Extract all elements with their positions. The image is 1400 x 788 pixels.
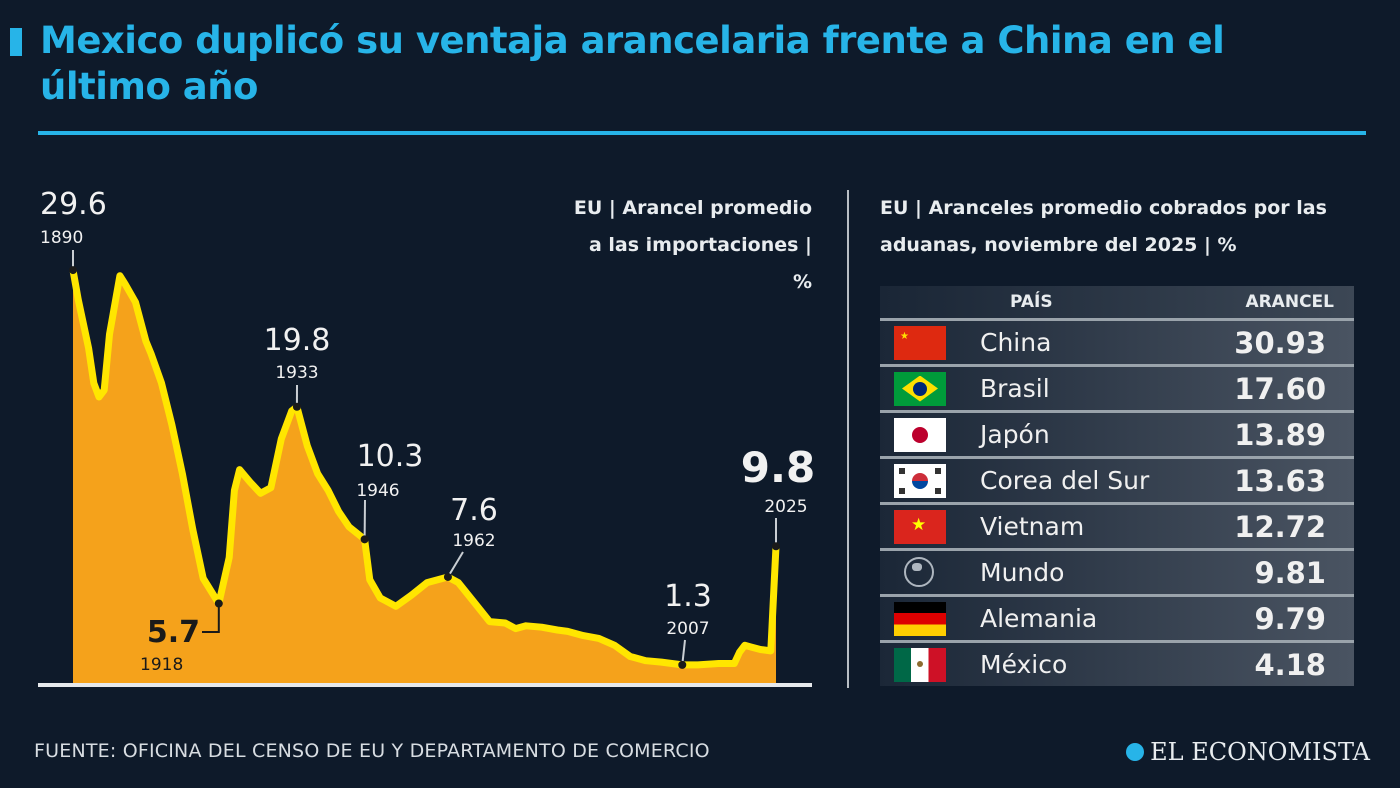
mexico-flag — [894, 647, 946, 682]
tariff-value: 12.72 — [1234, 509, 1326, 544]
annotation-point — [360, 535, 369, 544]
country-name: Japón — [980, 420, 1050, 449]
annotation-point — [292, 402, 301, 411]
china-flag: ★ — [894, 325, 946, 360]
table-row: México 4.18 — [880, 643, 1354, 686]
title-divider — [38, 131, 1366, 135]
annotation-year: 1933 — [275, 363, 318, 383]
annotation-point — [214, 599, 223, 608]
publisher-logo: EL ECONOMISTA — [1126, 738, 1370, 766]
tariff-value: 4.18 — [1254, 647, 1326, 682]
japan-flag — [894, 417, 946, 452]
annotation-year: 1946 — [356, 481, 399, 501]
annotation-point — [443, 572, 452, 581]
annotation-value: 1.3 — [664, 579, 712, 614]
tariff-value: 17.60 — [1234, 371, 1326, 406]
brazil-flag — [894, 371, 946, 406]
series-line — [69, 269, 780, 669]
country-name: Alemania — [980, 604, 1098, 633]
annotation-value: 10.3 — [357, 439, 424, 474]
chart-subtitle: EU | Arancel promedio a las importacione… — [573, 197, 812, 293]
logo-text: EL ECONOMISTA — [1150, 738, 1370, 766]
annotation-value: 7.6 — [450, 493, 498, 528]
annotation-year: 2025 — [764, 497, 807, 517]
annotation-value: 5.7 — [147, 615, 200, 650]
tariff-table: PAÍS ARANCEL ★ China 30.93 Brasil 17.60 … — [880, 286, 1354, 686]
area-fill — [73, 270, 776, 683]
annotation-connector — [202, 603, 220, 633]
tariff-value: 13.63 — [1234, 463, 1326, 498]
annotation-year: 2007 — [666, 619, 709, 639]
table-row: ★ China 30.93 — [880, 321, 1354, 367]
tariff-value: 9.79 — [1254, 601, 1326, 636]
title-accent-mark — [10, 28, 22, 56]
table-row: Japón 13.89 — [880, 413, 1354, 459]
vietnam-flag: ★ — [894, 509, 946, 544]
annotation-connector — [681, 639, 686, 665]
globe-icon — [894, 556, 946, 590]
table-row: Alemania 9.79 — [880, 597, 1354, 643]
country-name: China — [980, 328, 1052, 357]
column-header-country: PAÍS — [1010, 292, 1053, 312]
table-row: Corea del Sur 13.63 — [880, 459, 1354, 505]
south-korea-flag — [894, 463, 946, 498]
country-name: Brasil — [980, 374, 1050, 403]
table-header: PAÍS ARANCEL — [880, 286, 1354, 321]
table-row: ★ Vietnam 12.72 — [880, 505, 1354, 551]
tariff-value: 13.89 — [1234, 417, 1326, 452]
table-row: Brasil 17.60 — [880, 367, 1354, 413]
column-header-tariff: ARANCEL — [1245, 292, 1334, 312]
annotation-point — [69, 266, 77, 275]
country-name: Vietnam — [980, 512, 1085, 541]
annotation-value: 19.8 — [264, 323, 331, 358]
germany-flag — [894, 601, 946, 636]
section-divider — [847, 190, 849, 688]
annotation-year: 1962 — [452, 531, 495, 551]
country-name: Corea del Sur — [980, 466, 1150, 495]
tariff-value: 30.93 — [1234, 325, 1326, 360]
country-name: México — [980, 650, 1068, 679]
annotation-point — [772, 542, 780, 551]
annotation-connector — [447, 551, 464, 578]
annotation-point — [678, 660, 687, 669]
source-note: FUENTE: OFICINA DEL CENSO DE EU Y DEPART… — [34, 740, 710, 762]
annotation-value: 29.6 — [40, 187, 107, 222]
annotation-value: 9.8 — [741, 443, 815, 492]
annotation-year: 1918 — [140, 655, 183, 675]
table-row: Mundo 9.81 — [880, 551, 1354, 597]
page-title: Mexico duplicó su ventaja arancelaria fr… — [40, 19, 1225, 108]
annotation-year: 1890 — [40, 228, 83, 248]
table-subtitle: EU | Aranceles promedio cobrados por las… — [880, 197, 1327, 256]
tariff-value: 9.81 — [1254, 555, 1326, 590]
logo-icon — [1126, 743, 1145, 761]
country-name: Mundo — [980, 558, 1065, 587]
